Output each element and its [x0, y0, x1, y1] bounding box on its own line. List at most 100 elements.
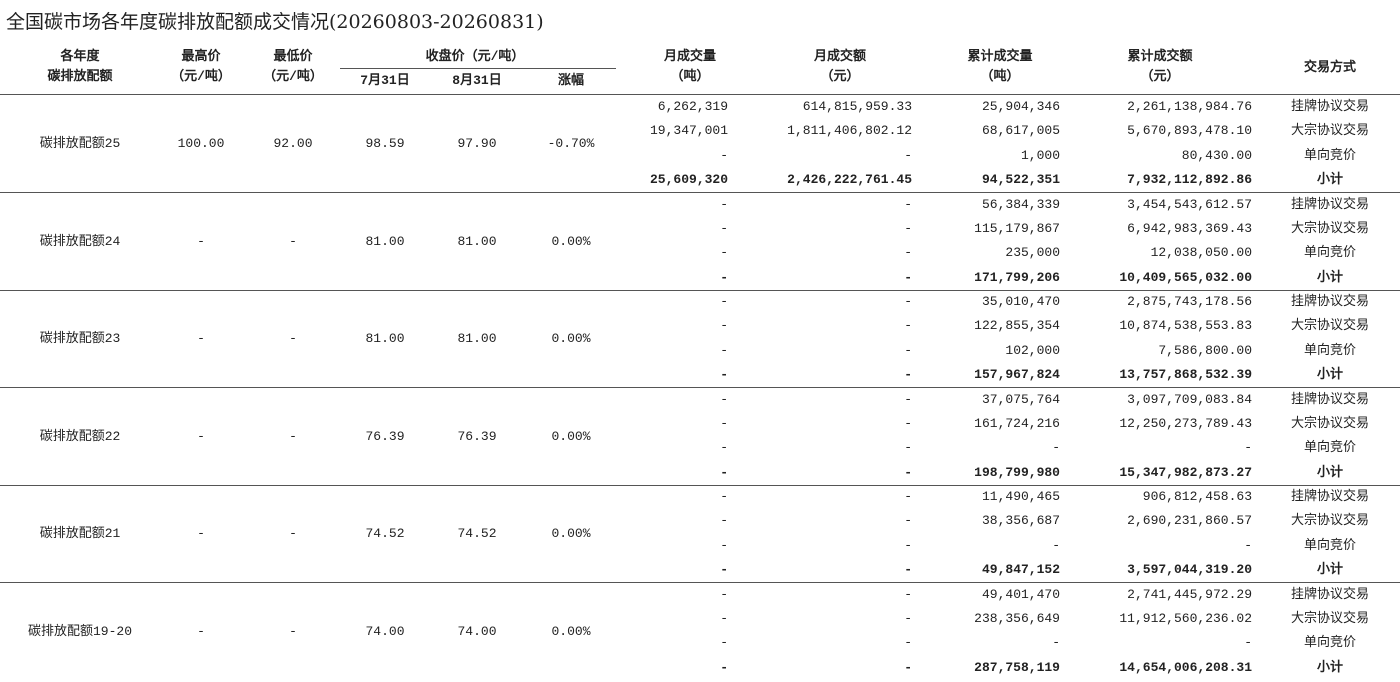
cell: 2,261,138,984.76 — [1127, 99, 1252, 114]
row-label: 碳排放配额24 — [39, 233, 121, 249]
cell: - — [720, 635, 728, 651]
cell: 单向竞价 — [1303, 537, 1357, 553]
cell: - — [289, 233, 297, 249]
cell: 10,874,538,553.83 — [1119, 318, 1252, 334]
rule — [0, 94, 1400, 95]
cell: - — [904, 391, 912, 407]
cell: - — [1244, 537, 1252, 553]
cell: - — [720, 586, 728, 602]
cell: - — [904, 537, 912, 553]
cell: - — [904, 318, 912, 334]
cell: - — [197, 331, 205, 346]
cell: - — [904, 147, 912, 163]
rule — [0, 485, 1400, 486]
cell: 单向竞价 — [1303, 635, 1357, 651]
cell: 74.52 — [457, 526, 497, 541]
cell: 6,262,319 — [657, 99, 728, 114]
cell: 161,724,216 — [974, 415, 1060, 431]
cell: 7,932,112,892.86 — [1127, 172, 1252, 188]
cell: - — [289, 428, 297, 444]
cell: 1,811,406,802.12 — [787, 123, 912, 139]
cell: - — [720, 659, 728, 675]
cell: 2,426,222,761.45 — [787, 172, 912, 188]
cell: - — [720, 562, 728, 578]
header-cell: 收盘价（元/吨） — [425, 49, 525, 64]
cell: 68,617,005 — [981, 123, 1060, 139]
cell: - — [720, 367, 728, 383]
rule — [340, 68, 616, 69]
cell: 大宗协议交易 — [1290, 610, 1370, 626]
cell: - — [904, 635, 912, 651]
cell: 大宗协议交易 — [1290, 415, 1370, 431]
cell: 14,654,006,208.31 — [1119, 659, 1252, 675]
cell: - — [904, 586, 912, 602]
header-cell: 交易方式 — [1303, 60, 1357, 75]
cell: 238,356,649 — [974, 610, 1060, 626]
cell: 3,454,543,612.57 — [1127, 196, 1252, 212]
cell: - — [904, 610, 912, 626]
row-label: 碳排放配额23 — [39, 331, 121, 346]
row-label: 碳排放配额22 — [39, 428, 121, 444]
cell: 76.39 — [457, 428, 497, 444]
cell: - — [904, 220, 912, 236]
rule — [0, 387, 1400, 388]
rule — [0, 192, 1400, 193]
cell: 单向竞价 — [1303, 245, 1357, 261]
cell: - — [197, 526, 205, 541]
cell: 81.00 — [457, 233, 497, 249]
cell: 0.00% — [551, 233, 591, 249]
cell: - — [1052, 537, 1060, 553]
header-cell: 涨幅 — [557, 73, 585, 88]
cell: 11,490,465 — [981, 489, 1060, 504]
cell: 38,356,687 — [981, 513, 1060, 529]
cell: 11,912,560,236.02 — [1119, 610, 1252, 626]
header-cell: 最高价 — [181, 49, 221, 64]
cell: 171,799,206 — [974, 269, 1060, 285]
cell: 94,522,351 — [981, 172, 1060, 188]
header-cell: （吨） — [670, 69, 710, 84]
header-cell: （元/吨） — [263, 69, 323, 84]
header-cell: （元） — [1140, 69, 1180, 84]
cell: 挂牌协议交易 — [1290, 99, 1370, 114]
cell: 3,097,709,083.84 — [1127, 391, 1252, 407]
header-cell: 8月31日 — [452, 73, 502, 88]
cell: - — [904, 367, 912, 383]
row-label: 碳排放配额21 — [39, 526, 121, 541]
cell: 25,904,346 — [981, 99, 1060, 114]
cell: - — [720, 415, 728, 431]
cell: - — [197, 623, 205, 639]
cell: 97.90 — [457, 136, 497, 151]
cell: 12,250,273,789.43 — [1119, 415, 1252, 431]
header-cell: 累计成交额 — [1127, 49, 1193, 64]
cell: 19,347,001 — [649, 123, 728, 139]
cell: 小计 — [1316, 464, 1344, 480]
cell: - — [720, 147, 728, 163]
cell: 7,586,800.00 — [1158, 342, 1252, 358]
cell: 115,179,867 — [974, 220, 1060, 236]
cell: 2,690,231,860.57 — [1127, 513, 1252, 529]
cell: 大宗协议交易 — [1290, 220, 1370, 236]
cell: 81.00 — [365, 331, 405, 346]
cell: 大宗协议交易 — [1290, 318, 1370, 334]
cell: - — [720, 610, 728, 626]
cell: 74.00 — [365, 623, 405, 639]
cell: - — [720, 220, 728, 236]
cell: 56,384,339 — [981, 196, 1060, 212]
cell: - — [720, 294, 728, 309]
cell: - — [904, 415, 912, 431]
cell: - — [720, 440, 728, 456]
cell: 小计 — [1316, 172, 1344, 188]
cell: - — [904, 464, 912, 480]
cell: - — [289, 526, 297, 541]
cell: - — [720, 513, 728, 529]
cell: - — [1244, 635, 1252, 651]
cell: 单向竞价 — [1303, 147, 1357, 163]
cell: 74.52 — [365, 526, 405, 541]
cell: - — [289, 623, 297, 639]
cell: - — [904, 489, 912, 504]
cell: 3,597,044,319.20 — [1127, 562, 1252, 578]
cell: - — [289, 331, 297, 346]
cell: 98.59 — [365, 136, 405, 151]
cell: 12,038,050.00 — [1150, 245, 1252, 261]
cell: 37,075,764 — [981, 391, 1060, 407]
